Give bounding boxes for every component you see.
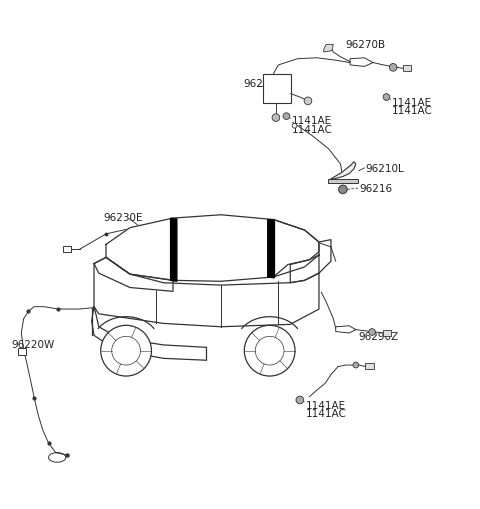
Polygon shape bbox=[350, 59, 373, 67]
Text: 96216: 96216 bbox=[360, 184, 393, 193]
Bar bbox=[263, 74, 291, 104]
Polygon shape bbox=[403, 66, 411, 72]
Circle shape bbox=[292, 124, 297, 129]
Text: 1141AC: 1141AC bbox=[292, 124, 333, 134]
Polygon shape bbox=[290, 256, 319, 283]
Text: 1141AE: 1141AE bbox=[306, 400, 346, 410]
Circle shape bbox=[383, 95, 390, 101]
Polygon shape bbox=[94, 258, 173, 292]
Bar bbox=[327, 180, 358, 183]
Circle shape bbox=[101, 326, 152, 376]
Circle shape bbox=[255, 336, 284, 365]
Polygon shape bbox=[106, 215, 319, 281]
Circle shape bbox=[369, 329, 375, 336]
Polygon shape bbox=[336, 326, 356, 333]
Text: 1141AE: 1141AE bbox=[392, 98, 432, 107]
Circle shape bbox=[272, 115, 280, 122]
Polygon shape bbox=[330, 162, 356, 181]
Text: 96270A: 96270A bbox=[244, 78, 284, 89]
Circle shape bbox=[296, 397, 304, 404]
Bar bbox=[18, 349, 26, 355]
Circle shape bbox=[304, 98, 312, 105]
Text: 1141AC: 1141AC bbox=[306, 409, 347, 418]
Text: 96270B: 96270B bbox=[345, 40, 385, 50]
Polygon shape bbox=[92, 307, 206, 360]
Bar bbox=[383, 330, 391, 336]
Text: 96220W: 96220W bbox=[11, 340, 54, 349]
Circle shape bbox=[283, 114, 290, 120]
Circle shape bbox=[338, 186, 347, 194]
Circle shape bbox=[244, 326, 295, 376]
Text: 1141AE: 1141AE bbox=[292, 116, 332, 126]
Circle shape bbox=[389, 64, 397, 72]
Polygon shape bbox=[94, 258, 319, 327]
Polygon shape bbox=[324, 45, 333, 53]
Polygon shape bbox=[319, 240, 331, 274]
Polygon shape bbox=[274, 220, 319, 277]
Circle shape bbox=[112, 336, 141, 365]
Text: 96210L: 96210L bbox=[365, 163, 404, 174]
Circle shape bbox=[353, 362, 359, 368]
Bar bbox=[63, 247, 71, 252]
Polygon shape bbox=[268, 220, 275, 278]
Text: 96230E: 96230E bbox=[104, 212, 143, 222]
Polygon shape bbox=[170, 219, 177, 281]
Text: 96290Z: 96290Z bbox=[359, 332, 399, 342]
Text: 1141AC: 1141AC bbox=[392, 106, 433, 116]
Bar bbox=[365, 363, 374, 369]
